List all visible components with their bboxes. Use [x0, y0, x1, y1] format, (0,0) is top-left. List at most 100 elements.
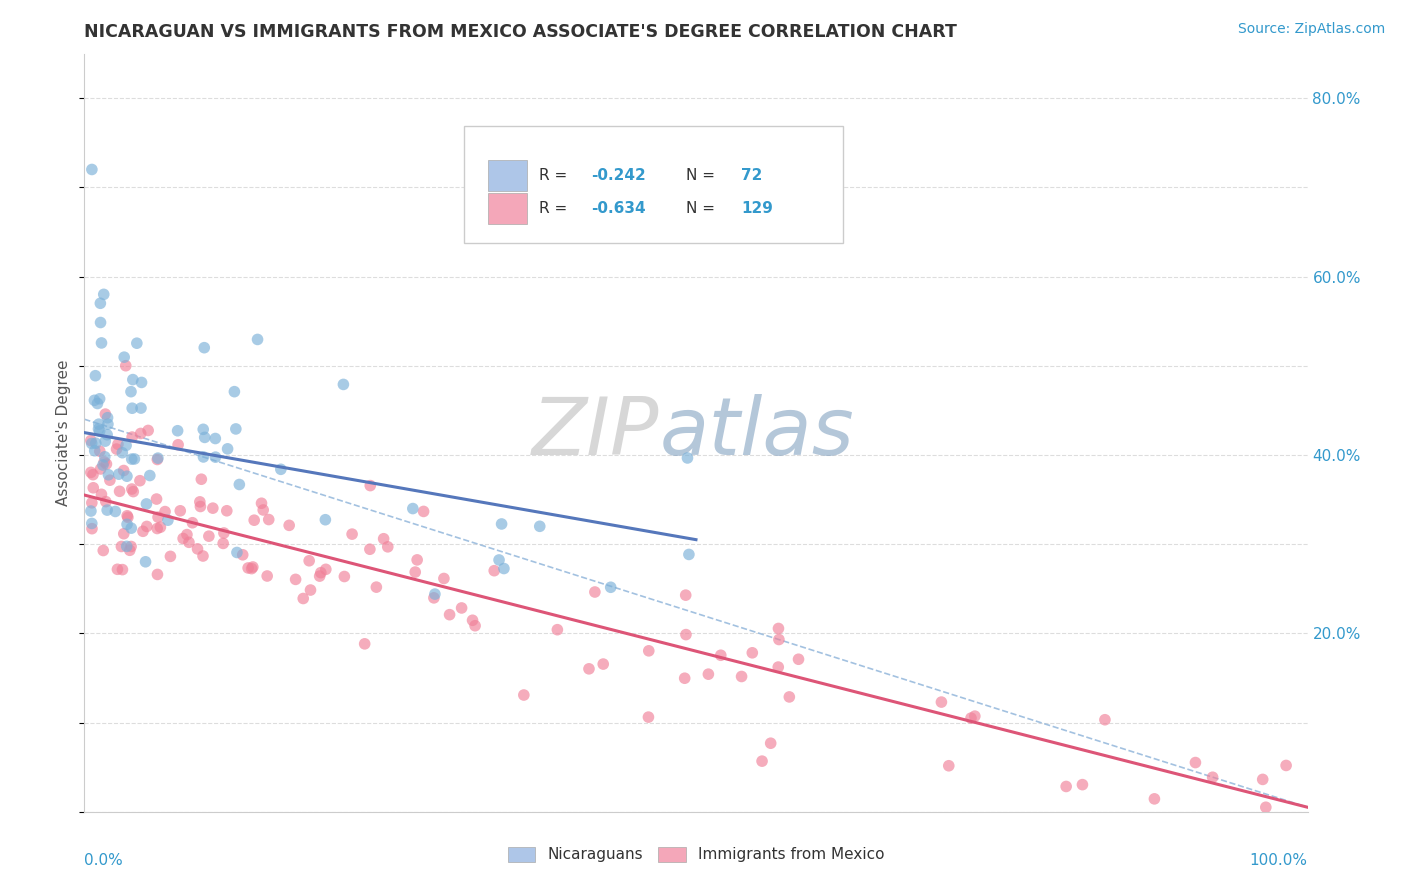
Point	[314, 513, 336, 527]
Point	[404, 565, 426, 579]
Point	[252, 503, 274, 517]
Point	[121, 452, 143, 467]
Point	[1201, 770, 1223, 784]
FancyBboxPatch shape	[488, 160, 527, 192]
Point	[212, 526, 235, 541]
Point	[125, 336, 148, 351]
Point	[678, 548, 700, 562]
FancyBboxPatch shape	[488, 193, 527, 225]
Point	[84, 368, 107, 383]
Point	[190, 472, 212, 486]
Point	[292, 591, 315, 606]
Point	[111, 446, 134, 460]
Point	[83, 393, 105, 408]
Point	[121, 373, 143, 387]
Point	[89, 296, 111, 310]
Point	[433, 572, 456, 586]
Point	[117, 510, 139, 524]
Point	[439, 607, 461, 622]
Point	[412, 504, 434, 518]
Point	[107, 437, 129, 451]
Point	[80, 522, 103, 536]
Point	[1143, 792, 1166, 806]
Text: 129: 129	[741, 201, 773, 216]
Point	[461, 613, 484, 627]
Point	[637, 644, 659, 658]
Point	[637, 710, 659, 724]
Point	[112, 350, 135, 364]
Point	[193, 341, 215, 355]
Point	[129, 426, 152, 441]
Point	[256, 569, 278, 583]
Point	[963, 709, 986, 723]
Point	[675, 627, 697, 641]
Point	[93, 287, 115, 301]
Point	[768, 660, 790, 674]
Point	[1275, 758, 1298, 772]
Point	[159, 549, 181, 564]
Point	[80, 496, 103, 510]
Point	[224, 384, 246, 399]
Point	[124, 452, 146, 467]
Point	[546, 623, 568, 637]
Point	[136, 424, 159, 438]
Y-axis label: Associate's Degree: Associate's Degree	[56, 359, 72, 506]
Point	[278, 518, 301, 533]
Text: N =: N =	[686, 201, 720, 216]
Point	[240, 561, 263, 575]
Point	[91, 543, 114, 558]
Point	[108, 467, 131, 482]
Point	[484, 564, 506, 578]
Point	[270, 462, 292, 476]
Point	[242, 560, 264, 574]
Point	[931, 695, 953, 709]
Point	[299, 582, 322, 597]
Text: ZIP: ZIP	[531, 393, 659, 472]
Point	[188, 495, 211, 509]
Point	[80, 436, 103, 450]
Point	[135, 497, 157, 511]
Point	[186, 541, 208, 556]
Point	[190, 500, 212, 514]
Point	[93, 455, 115, 469]
Point	[87, 417, 110, 432]
Point	[332, 377, 354, 392]
Point	[353, 637, 375, 651]
Point	[491, 516, 513, 531]
Point	[146, 522, 169, 536]
Point	[529, 519, 551, 533]
Point	[139, 468, 162, 483]
Point	[423, 587, 446, 601]
Point	[115, 438, 138, 452]
Point	[111, 563, 134, 577]
Point	[673, 671, 696, 685]
Point	[131, 376, 153, 390]
Text: 72: 72	[741, 168, 762, 183]
Point	[156, 513, 179, 527]
Point	[243, 513, 266, 527]
Point	[115, 508, 138, 523]
Point	[1054, 780, 1077, 794]
Point	[89, 444, 111, 458]
Point	[960, 711, 983, 725]
Point	[94, 407, 117, 421]
Point	[583, 585, 606, 599]
Point	[284, 573, 307, 587]
Point	[86, 396, 108, 410]
Point	[80, 434, 103, 448]
Point	[80, 504, 103, 518]
Point	[676, 450, 699, 465]
Point	[488, 553, 510, 567]
Text: R =: R =	[540, 168, 572, 183]
Legend: Nicaraguans, Immigrants from Mexico: Nicaraguans, Immigrants from Mexico	[502, 841, 890, 869]
Point	[359, 478, 381, 492]
Point	[373, 532, 395, 546]
Point	[120, 521, 142, 535]
Point	[217, 442, 239, 456]
Point	[122, 484, 145, 499]
Point	[172, 532, 194, 546]
Point	[1094, 713, 1116, 727]
Point	[115, 517, 138, 532]
Point	[938, 758, 960, 772]
Point	[778, 690, 800, 704]
